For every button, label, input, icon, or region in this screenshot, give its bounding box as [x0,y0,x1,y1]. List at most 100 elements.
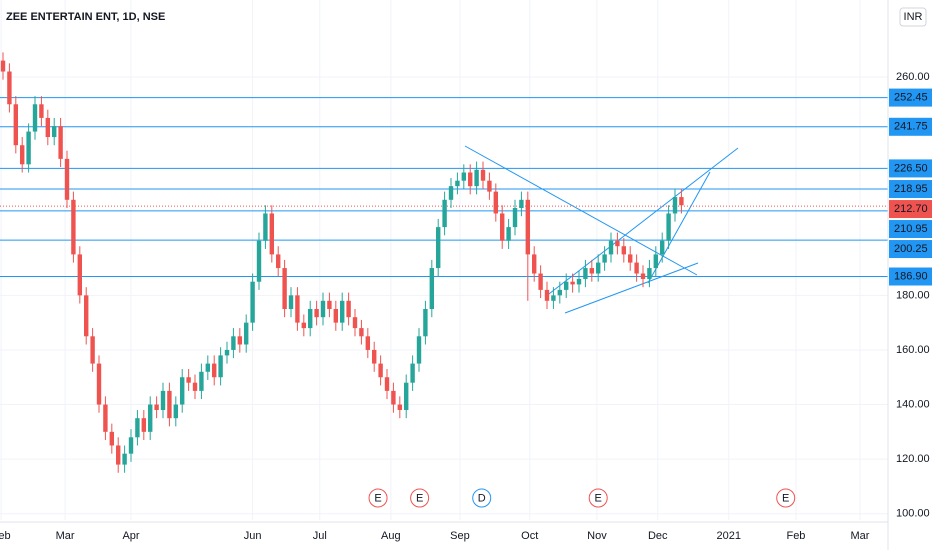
candle-body [365,336,371,350]
candle-body [429,268,435,309]
level-label-box [889,240,932,259]
x-tick-label: 2021 [717,530,741,542]
candle-body [263,213,268,241]
candle-body [551,295,556,301]
candle-body [333,308,339,323]
candle-body [423,308,428,337]
candle-body [180,377,185,405]
candle-body [13,104,19,146]
candle-body [615,240,620,247]
candle-body [269,213,275,255]
x-tick-label: Sep [450,530,470,542]
y-tick-label: 260.00 [896,71,930,83]
candle-body [640,273,646,279]
y-tick-label: 120.00 [896,453,930,465]
level-label: 241.75 [894,121,928,133]
candle-body [186,377,191,383]
candle-body [314,308,319,318]
level-label: 200.25 [894,243,928,255]
candle-body [442,199,447,228]
currency-box[interactable] [899,7,927,27]
candle-body [468,172,473,187]
chart-title: ZEE ENTERTAIN ENT, 1D, NSE [6,11,165,23]
currency[interactable]: INR [904,11,923,23]
candle-body [455,180,460,187]
candle-body [148,404,153,432]
candle-body [244,322,249,345]
candle-body [538,273,543,290]
candle-body [596,262,601,274]
event-marker [472,488,492,508]
candle-body [487,180,492,192]
candle-body [679,197,684,206]
candle-body [205,363,211,372]
candle-body [583,268,588,279]
candle-body [26,131,31,165]
candle-body [192,382,198,391]
level-label: 226.50 [894,162,928,174]
candle-body [199,371,204,391]
candle-body [64,158,70,200]
candle-body [384,377,390,391]
candle-body [45,117,51,138]
candle-body [480,169,486,181]
candle-body [378,363,383,378]
candle-body [416,336,422,364]
candle-body [301,322,307,329]
candle-body [96,363,102,405]
level-label-box [889,180,932,199]
level-label-box [889,159,932,178]
trend-line [544,147,739,298]
level-label: 218.95 [894,183,928,195]
x-tick-label: Mar [56,530,75,542]
candle-body [77,254,83,296]
candle-body [404,382,409,410]
candle-body [295,295,300,323]
trend-line [647,171,711,284]
candle-body [372,349,377,364]
candle-body [410,363,415,383]
candle-body [525,199,531,255]
candles [0,52,684,473]
candle-body [173,404,179,419]
event-label: E [416,492,423,504]
candle-body [20,145,25,165]
candle-body [327,300,332,309]
x-tick-label: Jun [244,530,262,542]
candle-body [39,104,44,118]
candle-body [32,104,38,132]
candle-body [397,404,403,410]
candle-body [461,172,467,181]
candle-body [672,197,678,214]
candle-body [448,186,454,200]
candle-body [256,240,262,282]
candle-body [218,355,223,378]
candle-body [557,289,563,296]
y-tick-label: 140.00 [896,398,930,410]
candle-body [621,246,627,255]
event-marker [410,488,430,508]
candle-body [71,199,76,255]
level-label-box [889,267,932,286]
candle-body [276,254,281,269]
candle-body [231,336,236,350]
candle-body [602,254,607,263]
candle-body [512,208,518,228]
candle-body [391,390,396,405]
candle-body [506,227,511,241]
candle-body [647,268,652,279]
axis: 260.00 180.00 160.00 140.00 120.00 100.00 Feb M… [0,71,932,542]
candle-body [628,254,633,263]
x-tick-label: Jul [313,530,327,542]
candle-body [519,199,524,208]
last-price-label-box [889,200,932,219]
event-marker [588,488,608,508]
candle-body [135,418,140,438]
candle-body [282,268,287,309]
event-label: E [374,492,381,504]
candle-body [84,295,89,337]
level-label: 210.95 [894,223,928,235]
